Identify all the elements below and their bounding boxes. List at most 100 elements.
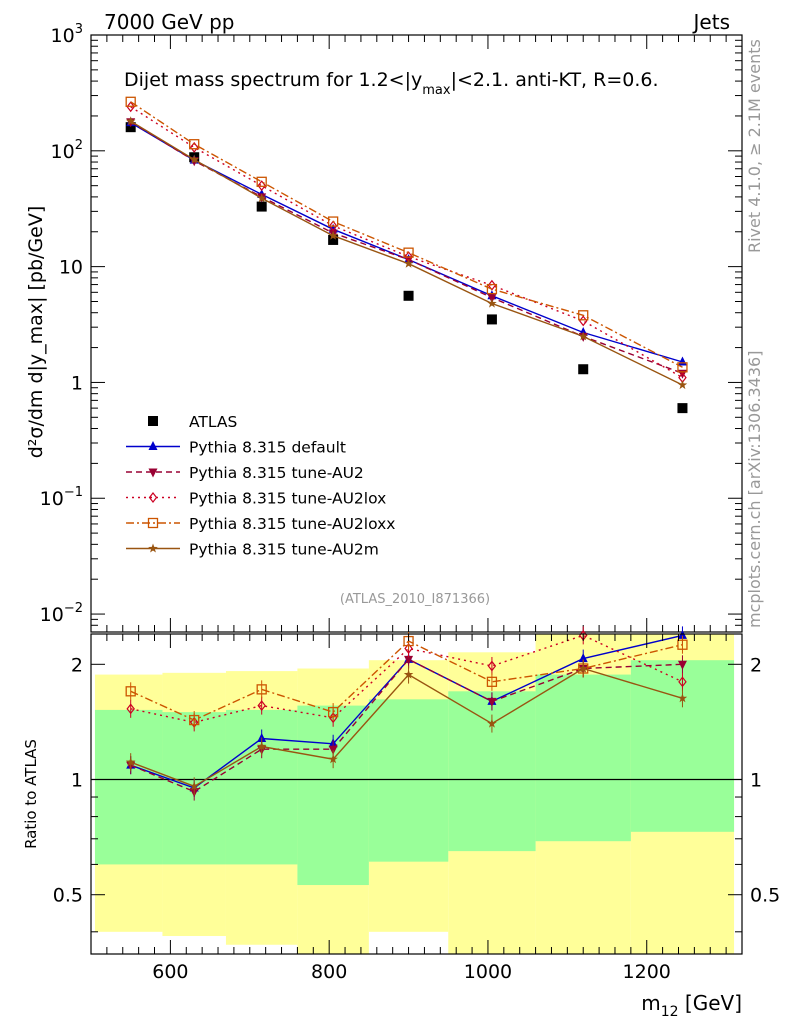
main-point-atlas	[486, 314, 497, 325]
x-tick-label: 1200	[623, 961, 671, 983]
legend-label-au2m: Pythia 8.315 tune-AU2m	[189, 541, 379, 559]
main-line-au2loxx	[130, 101, 683, 368]
ratio-band-stat	[368, 699, 449, 862]
title-main-text: Dijet mass spectrum for 1.2<|y	[124, 69, 422, 91]
source-label: mcplots.cern.ch [arXiv:1306.3436]	[745, 351, 764, 628]
main-point-atlas	[677, 403, 688, 414]
ratio-y-tick-label-right: 1	[750, 770, 762, 792]
ratio-point-au2m	[189, 781, 199, 791]
ratio-line-au2loxx	[130, 640, 683, 721]
ratio-point-au2loxx	[327, 706, 339, 718]
ratio-point-au2	[677, 660, 687, 670]
title-rest-text: |<2.1. anti-KT, R=0.6.	[451, 69, 659, 91]
rivet-version-label: Rivet 4.1.0, ≥ 2.1M events	[745, 39, 764, 253]
main-point-au2m	[403, 258, 414, 268]
ratio-y-tick-label-right: 0.5	[750, 885, 780, 907]
header-energy: 7000 GeV pp	[104, 10, 235, 34]
main-point-au2loxx	[578, 310, 589, 321]
main-point-au2loxx	[403, 247, 414, 258]
main-point-au2m	[328, 230, 338, 240]
x-axis-label: m12 [GeV]	[641, 991, 742, 1020]
main-line-au2lox	[130, 106, 683, 379]
ratio-point-au2loxx	[125, 686, 136, 697]
legend-marker-au2m	[148, 543, 158, 553]
main-point-au2loxx	[125, 96, 136, 107]
main-point-au2m	[677, 380, 688, 390]
ratio-band-stat	[94, 709, 163, 865]
main-point-au2loxx	[189, 139, 200, 150]
ratio-y-axis-label: Ratio to ATLAS	[22, 739, 40, 849]
x-tick-label: 800	[311, 961, 347, 983]
main-point-au2lox	[328, 220, 338, 232]
ratio-band-stat	[297, 705, 369, 886]
main-point-au2m	[189, 154, 199, 164]
main-point-au2lox	[257, 180, 266, 192]
main-point-au2lox	[578, 315, 588, 327]
ratio-point-au2lox	[678, 676, 687, 688]
main-line-au2	[130, 121, 683, 374]
main-point-au2m	[578, 331, 588, 341]
main-line-au2m	[130, 120, 683, 386]
ratio-point-au2lox	[126, 703, 135, 715]
main-point-au2m	[487, 298, 497, 308]
ratio-y-tick-label-right: 2	[750, 654, 762, 676]
title-subscript: max	[422, 83, 451, 98]
main-point-au2m	[125, 116, 136, 126]
legend-label-au2loxx: Pythia 8.315 tune-AU2loxx	[189, 515, 395, 533]
ratio-point-au2loxx	[486, 676, 498, 687]
ratio-point-au2m	[328, 754, 338, 764]
legend-label-atlas: ATLAS	[189, 413, 237, 431]
main-point-au2loxx	[486, 283, 498, 295]
main-plot: 10−2 10−1 1 10 102 103 Dijet mass spectrum fo…	[25, 22, 743, 633]
main-point-atlas	[328, 234, 339, 245]
main-y-tick-label: 102	[51, 138, 83, 163]
main-plot-title: Dijet mass spectrum for 1.2<|ymax|<2.1. …	[124, 69, 659, 98]
main-y-tick-label: 103	[51, 22, 83, 47]
ratio-plot-marks	[91, 626, 742, 954]
main-point-au2loxx	[256, 176, 267, 187]
ratio-y-tick-label-left: 1	[71, 770, 83, 792]
main-y-tick-label: 10	[59, 257, 83, 279]
x-tick-label: 600	[152, 961, 188, 983]
legend-label-default: Pythia 8.315 default	[189, 439, 346, 457]
ratio-point-au2lox	[404, 642, 413, 654]
legend-marker-au2	[148, 468, 158, 478]
ratio-point-au2loxx	[677, 639, 688, 650]
x-label-subscript: 12	[661, 1004, 679, 1020]
main-point-au2m	[256, 193, 267, 203]
analysis-id-label: (ATLAS_2010_I871366)	[340, 592, 490, 607]
x-label-main: m	[641, 991, 660, 1015]
legend-marker-default	[148, 441, 158, 450]
ratio-line-au2	[130, 658, 683, 793]
legend-label-au2: Pythia 8.315 tune-AU2	[189, 464, 364, 482]
x-label-rest: [GeV]	[679, 991, 742, 1015]
ratio-line-au2m	[130, 667, 683, 788]
main-axis-ticks: 10−2 10−1 1 10 102 103	[40, 22, 743, 633]
main-point-atlas	[256, 201, 267, 212]
ratio-point-au2loxx	[256, 684, 267, 695]
main-y-tick-label: 10−1	[40, 485, 83, 510]
legend-marker-atlas	[148, 416, 158, 426]
ratio-point-au2m	[677, 693, 688, 703]
main-point-au2lox	[487, 279, 497, 291]
main-point-au2lox	[126, 101, 135, 113]
ratio-point-default	[578, 653, 588, 663]
main-point-atlas	[403, 290, 414, 301]
ratio-band-stat	[535, 674, 631, 842]
ratio-line-au2lox	[130, 634, 683, 724]
ratio-point-au2loxx	[189, 714, 200, 726]
ratio-y-tick-label-left: 2	[71, 654, 83, 676]
main-y-axis-label: d²σ/dm d|y_max| [pb/GeV]	[25, 206, 47, 459]
main-point-au2loxx	[327, 216, 339, 227]
ratio-point-au2m	[487, 718, 497, 728]
header-category: Jets	[692, 10, 730, 34]
ratio-point-au2lox	[257, 700, 266, 712]
x-tick-label: 1000	[464, 961, 512, 983]
ratio-point-au2m	[256, 741, 267, 751]
ratio-point-au2	[404, 655, 414, 665]
main-plot-marks	[125, 96, 688, 414]
main-y-tick-label: 10−2	[40, 601, 83, 626]
legend: ATLAS Pythia 8.315 default Pythia 8.315 tu…	[126, 413, 395, 559]
